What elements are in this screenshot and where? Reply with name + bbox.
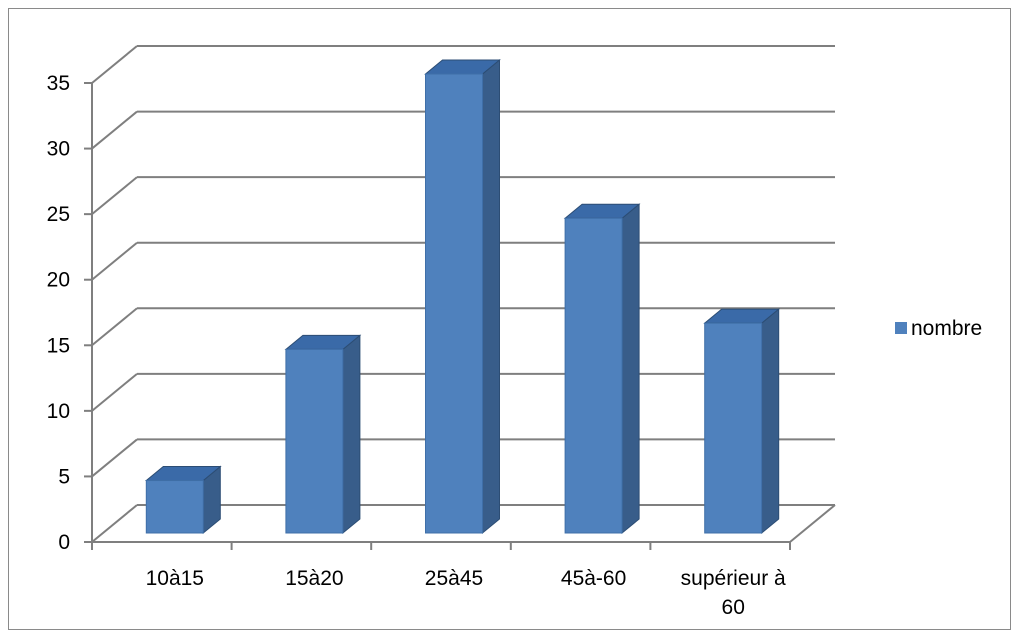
side-wall-gridline bbox=[91, 373, 138, 412]
x-category-label: 10à15 bbox=[146, 567, 204, 590]
bar-front-face bbox=[145, 480, 204, 534]
side-wall-gridline bbox=[91, 504, 138, 543]
bar-side-face bbox=[621, 203, 640, 535]
y-axis-tick-labels: 0 5 10 15 20 25 30 35 bbox=[47, 72, 70, 554]
x-category-label: 60 bbox=[722, 596, 745, 619]
x-category-label: 25à45 bbox=[425, 567, 483, 590]
x-category-label: 45à-60 bbox=[561, 567, 626, 590]
side-wall-gridline bbox=[91, 110, 138, 150]
y-tick-label: 5 bbox=[58, 465, 70, 488]
axes bbox=[84, 82, 791, 550]
legend-swatch bbox=[895, 322, 907, 334]
side-wall-gridline bbox=[91, 241, 138, 281]
y-tick-label: 20 bbox=[47, 269, 70, 292]
bar bbox=[703, 308, 781, 535]
bar bbox=[424, 58, 501, 535]
side-wall-gridline bbox=[91, 45, 138, 84]
legend: nombre bbox=[895, 317, 982, 340]
legend-label-nombre: nombre bbox=[911, 317, 982, 340]
y-tick-label: 0 bbox=[58, 531, 70, 554]
side-wall-gridline bbox=[91, 176, 138, 215]
bars bbox=[144, 58, 781, 535]
bar-side-face bbox=[342, 334, 361, 535]
bar-side-face bbox=[482, 58, 500, 535]
floor-edge bbox=[789, 504, 836, 543]
bar bbox=[284, 334, 362, 535]
bar-side-face bbox=[761, 308, 780, 535]
y-tick-label: 25 bbox=[47, 203, 70, 226]
bar-front-face bbox=[704, 322, 763, 534]
side-wall-gridline bbox=[91, 307, 138, 347]
bar-front-face bbox=[564, 217, 623, 534]
bar-front-face bbox=[425, 73, 483, 534]
y-tick-label: 10 bbox=[47, 400, 70, 423]
bar-front-face bbox=[285, 348, 344, 534]
x-category-label: 15à20 bbox=[285, 567, 343, 590]
side-wall-gridline bbox=[91, 438, 138, 478]
y-tick-label: 15 bbox=[47, 334, 70, 357]
bar bbox=[563, 203, 641, 535]
y-tick-label: 35 bbox=[47, 72, 70, 95]
x-axis-tick-labels: 10à15 15à20 25à45 45à-60 supérieur à 60 bbox=[146, 567, 786, 619]
y-tick-label: 30 bbox=[47, 138, 70, 161]
bar bbox=[144, 465, 222, 535]
x-category-label: supérieur à bbox=[681, 567, 786, 590]
